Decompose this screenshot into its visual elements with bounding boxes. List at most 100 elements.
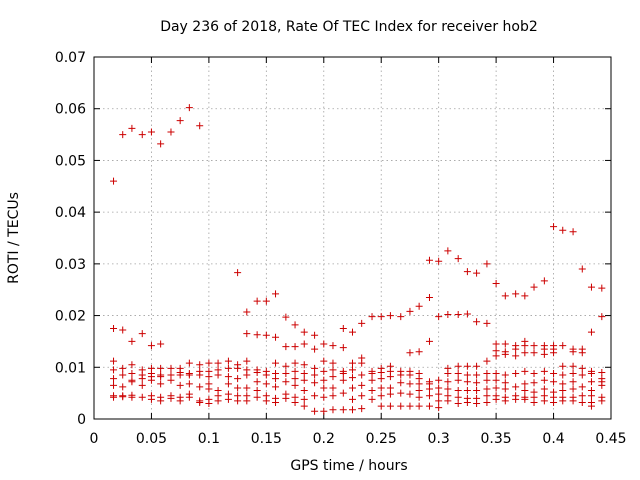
data-point [185,371,193,379]
data-point [282,394,290,402]
data-point [300,328,308,336]
data-point [320,407,328,415]
data-point [224,395,232,403]
data-point [463,371,471,379]
data-point [415,380,423,388]
data-point [483,319,491,327]
data-point [349,366,356,374]
axis-ticks: 0 0.01 0.02 0.03 0.04 0.05 0.06 0.07 0 0.05 0.1 0.1… [55,50,627,447]
data-point [272,398,280,406]
data-point [569,362,577,370]
data-point [492,352,500,360]
data-point [473,371,481,379]
data-point [272,290,280,298]
data-point [454,376,462,384]
data-point [349,328,356,336]
data-point [587,283,595,291]
data-point [253,297,261,305]
data-point [320,357,328,365]
data-point [205,385,213,393]
data-point [397,389,405,397]
data-point [282,343,290,351]
data-point [492,376,500,384]
data-point [262,297,270,305]
data-point [587,402,595,410]
data-point [224,364,232,372]
data-point [119,364,127,372]
data-point [435,404,443,412]
data-point [138,131,146,139]
data-point [492,280,500,288]
data-point [320,367,328,375]
data-point [262,331,270,339]
data-point [521,380,529,388]
data-point [339,325,347,332]
data-point [176,371,184,379]
data-point [214,371,222,379]
data-point [540,376,548,384]
data-point [167,376,175,384]
y-tick-label: 0.05 [55,153,86,169]
data-point [329,366,337,374]
data-point [167,128,175,136]
y-tick-label: 0 [77,412,86,428]
data-point [234,384,242,392]
data-point [397,379,405,387]
data-point [463,398,471,406]
data-points [110,104,606,415]
data-point [578,392,586,400]
data-point [300,376,308,384]
data-point [377,313,385,321]
data-point [578,371,586,379]
data-point [320,384,328,392]
data-point [185,104,193,112]
data-point [157,380,165,388]
data-point [386,312,394,320]
data-point [550,223,558,231]
data-point [386,373,394,381]
data-point [311,371,319,379]
data-point [110,375,118,383]
data-point [119,131,127,139]
data-point [234,397,242,405]
data-point [559,380,567,388]
data-point [368,369,376,377]
data-point [329,342,337,350]
data-point [339,369,347,377]
x-tick-label: 0.25 [366,431,397,447]
data-point [185,393,193,401]
data-point [339,389,347,397]
data-point [521,349,529,357]
data-point [205,373,213,381]
data-point [157,340,165,348]
data-point [540,397,548,405]
data-point [291,343,299,351]
data-point [329,406,337,414]
data-point [320,340,328,348]
data-point [578,265,586,273]
data-point [291,321,299,329]
data-point [598,313,606,321]
data-point [138,330,146,338]
data-point [454,393,462,401]
data-point [368,376,376,384]
data-point [406,380,414,388]
data-point [128,378,136,386]
data-point [377,392,385,400]
data-point [397,313,405,321]
data-point [569,397,577,405]
data-point [406,390,414,398]
data-point [473,269,481,277]
data-point [119,371,127,379]
data-point [483,376,491,384]
data-point [243,330,251,338]
y-tick-label: 0.02 [55,309,86,325]
data-point [368,387,376,395]
data-point [512,352,520,360]
data-point [406,349,414,357]
plot-frame [93,56,612,420]
data-point [540,277,548,285]
data-point [425,337,433,345]
data-point [311,392,319,400]
data-point [425,385,433,393]
